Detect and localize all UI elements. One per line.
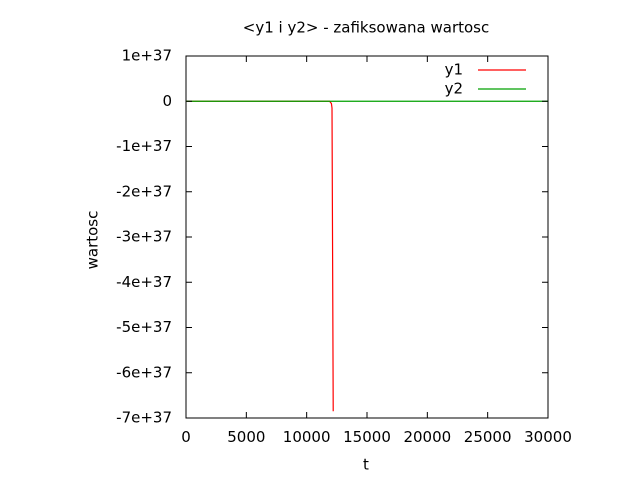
y-axis-label: wartosc xyxy=(84,211,102,270)
y-tick-label-1: 0 xyxy=(162,92,172,110)
x-axis-label: t xyxy=(363,456,369,474)
tick-layer: 1e+37 0 -1e+37 -2e+37 -3e+37 -4e+37 -5e+37 -6e+… xyxy=(116,47,572,447)
legend-label-y1: y1 xyxy=(445,61,463,79)
plot-layer xyxy=(185,55,549,419)
y-tick-label-2: -1e+37 xyxy=(116,137,172,155)
x-tick-label-0: 0 xyxy=(181,428,191,446)
y-tick-label-7: -6e+37 xyxy=(116,363,172,381)
y-tick-label-3: -2e+37 xyxy=(116,182,172,200)
x-tick-label-6: 30000 xyxy=(524,428,572,446)
y-tick-label-8: -7e+37 xyxy=(116,409,172,427)
y-tick-label-6: -5e+37 xyxy=(116,318,172,336)
legend-label-y2: y2 xyxy=(445,80,463,98)
y-tick-label-4: -3e+37 xyxy=(116,228,172,246)
x-tick-label-1: 5000 xyxy=(227,428,265,446)
series-line-y1 xyxy=(186,100,334,412)
x-tick-label-4: 20000 xyxy=(403,428,451,446)
y-tick-label-0: 1e+37 xyxy=(122,47,172,65)
chart-title: <y1 i y2> - zafiksowana wartosc xyxy=(243,19,490,37)
x-tick-label-3: 15000 xyxy=(343,428,391,446)
x-tick-label-2: 10000 xyxy=(283,428,331,446)
y-tick-label-5: -4e+37 xyxy=(116,273,172,291)
plot-frame xyxy=(185,55,549,419)
x-tick-label-5: 25000 xyxy=(464,428,512,446)
